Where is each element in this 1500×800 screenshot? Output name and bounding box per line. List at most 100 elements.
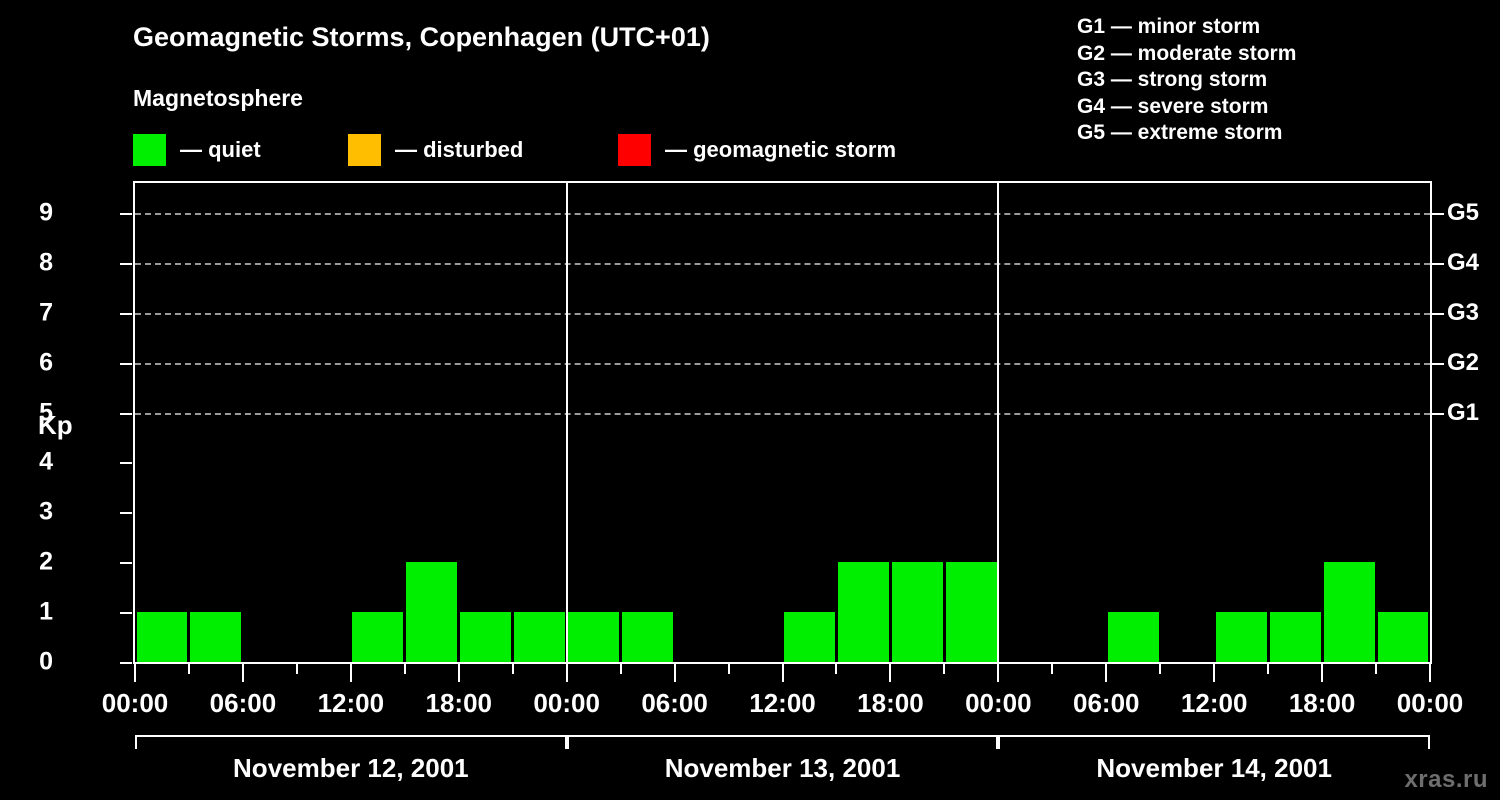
- xtick-label: 00:00: [533, 688, 600, 718]
- bar: [1377, 612, 1429, 662]
- bar: [568, 612, 620, 662]
- gtick-label-G3: G3: [1447, 298, 1480, 326]
- ytick-label-2: 2: [39, 547, 53, 576]
- ytick-label-3: 3: [39, 497, 53, 526]
- gtick-label-G4: G4: [1447, 248, 1480, 276]
- xtick-label: 12:00: [1180, 688, 1248, 718]
- ytick-label-5: 5: [39, 398, 53, 427]
- gridline-kp-9: [135, 212, 1430, 215]
- legend-label-quiet: — quiet: [180, 137, 261, 162]
- xtick-minor: [1375, 664, 1378, 674]
- xtick-major: [349, 664, 352, 682]
- day-separator-2: [997, 183, 1000, 662]
- xtick-major: [565, 664, 568, 682]
- xtick-major: [1321, 664, 1324, 682]
- watermark: xras.ru: [1404, 766, 1488, 793]
- xtick-major: [673, 664, 676, 682]
- xtick-major: [997, 664, 1000, 682]
- bar: [136, 612, 188, 662]
- ytick-label-7: 7: [39, 298, 53, 327]
- xtick-label: 00:00: [101, 688, 169, 718]
- bar: [945, 562, 997, 662]
- page-title: Geomagnetic Storms, Copenhagen (UTC+01): [133, 22, 710, 52]
- bar: [784, 612, 835, 662]
- ytick-label-4: 4: [39, 447, 53, 476]
- ytick-mark-2: [120, 562, 132, 565]
- xtick-label: 18:00: [425, 688, 493, 718]
- ytick-mark-8: [120, 262, 132, 265]
- xtick-label: 12:00: [317, 688, 385, 718]
- g-legend-line-5: G5 — extreme storm: [1077, 121, 1283, 144]
- date-label: November 14, 2001: [1096, 753, 1332, 783]
- g-scale-legend: G1 — minor storm G2 — moderate storm G3 — …: [1077, 14, 1296, 147]
- day-separator-1: [565, 183, 568, 662]
- plot-area: [133, 181, 1432, 664]
- legend-label-disturbed: — disturbed: [395, 137, 524, 162]
- date-bracket: [998, 735, 1430, 749]
- ytick-mark-6: [120, 362, 132, 365]
- xtick-minor: [727, 664, 730, 674]
- xtick-label: 06:00: [209, 688, 277, 718]
- xtick-major: [1105, 664, 1108, 682]
- xtick-major: [781, 664, 784, 682]
- xtick-label: 00:00: [1396, 688, 1464, 718]
- legend-item-quiet: — quiet: [133, 133, 261, 167]
- xtick-minor: [1159, 664, 1162, 674]
- gtick-mark-G2: [1432, 362, 1444, 365]
- xtick-minor: [943, 664, 946, 674]
- xtick-label: 06:00: [1073, 688, 1140, 718]
- bar: [1215, 612, 1267, 662]
- legend-item-disturbed: — disturbed: [348, 133, 523, 167]
- gtick-mark-G5: [1432, 212, 1444, 215]
- bar: [1269, 612, 1321, 662]
- ytick-mark-7: [120, 312, 132, 315]
- g-legend-line-4: G4 — severe storm: [1077, 94, 1269, 118]
- bar: [514, 612, 566, 662]
- xtick-minor: [511, 664, 514, 674]
- bar: [837, 562, 889, 662]
- bar: [352, 612, 404, 662]
- ytick-label-8: 8: [39, 248, 53, 277]
- ytick-mark-1: [120, 612, 132, 615]
- bar: [1323, 562, 1375, 662]
- date-bracket: [135, 735, 567, 749]
- xtick-label: 00:00: [965, 688, 1032, 718]
- gtick-mark-G1: [1432, 412, 1444, 415]
- xtick-major: [134, 664, 136, 682]
- g-legend-line-3: G3 — strong storm: [1077, 68, 1268, 91]
- bar: [190, 612, 242, 662]
- ytick-mark-4: [120, 462, 132, 465]
- ytick-label-9: 9: [39, 198, 53, 227]
- gridline-kp-7: [135, 312, 1430, 315]
- ytick-mark-0: [120, 662, 132, 664]
- xtick-label: 06:00: [641, 688, 708, 718]
- ytick-mark-3: [120, 512, 132, 515]
- legend-label-geomagnetic-storm: — geomagnetic storm: [665, 137, 897, 162]
- xtick-major: [241, 664, 244, 682]
- bar: [622, 612, 674, 662]
- bar: [1107, 612, 1159, 662]
- xtick-major: [889, 664, 892, 682]
- xtick-label: 12:00: [749, 688, 816, 718]
- date-label: November 12, 2001: [233, 753, 469, 783]
- ytick-mark-9: [120, 212, 132, 215]
- xtick-label: 18:00: [857, 688, 924, 718]
- gridline-kp-8: [135, 262, 1430, 265]
- xtick-major: [457, 664, 460, 682]
- xtick-major: [1429, 664, 1431, 682]
- plot-inner: [135, 183, 1430, 662]
- bar: [406, 562, 458, 662]
- gtick-mark-G4: [1432, 262, 1444, 265]
- ytick-mark-5: [120, 412, 132, 415]
- date-bracket: [566, 735, 999, 749]
- chart-subtitle: Magnetosphere: [133, 85, 303, 111]
- gtick-mark-G3: [1432, 312, 1444, 315]
- gtick-label-G1: G1: [1447, 398, 1480, 426]
- xtick-minor: [1267, 664, 1270, 674]
- legend-swatch-disturbed-icon: [348, 134, 381, 166]
- bar: [891, 562, 943, 662]
- y-axis-title: Kp: [38, 410, 73, 440]
- xtick-minor: [619, 664, 622, 674]
- g-legend-line-2: G2 — moderate storm: [1077, 41, 1297, 65]
